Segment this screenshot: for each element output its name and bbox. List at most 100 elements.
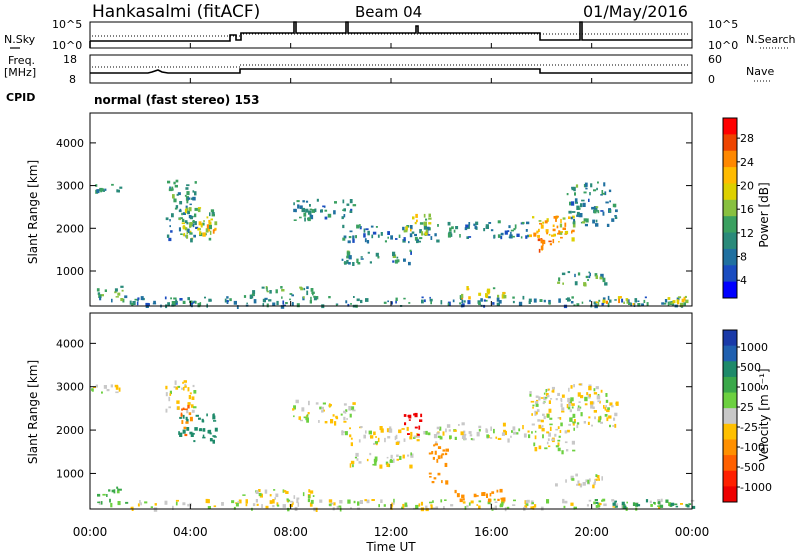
power-data-cell xyxy=(588,198,590,202)
power-data-cell xyxy=(527,234,530,238)
power-data-cell xyxy=(172,194,175,199)
velocity-data-cell xyxy=(600,389,603,393)
power-data-cell xyxy=(574,192,576,196)
velocity-data-cell xyxy=(190,432,194,437)
velocity-data-cell xyxy=(571,403,575,406)
velocity-data-cell xyxy=(252,503,256,507)
velocity-data-cell xyxy=(183,386,185,391)
velocity-data-cell xyxy=(97,501,101,504)
power-data-cell xyxy=(117,189,120,193)
velocity-data-cell xyxy=(605,399,609,403)
velocity-data-cell xyxy=(560,403,563,408)
power-data-cell xyxy=(597,210,600,214)
power-data-cell xyxy=(356,258,359,263)
velocity-data-cell xyxy=(576,483,579,486)
velocity-data-cell xyxy=(285,491,289,494)
power-data-cell xyxy=(646,302,649,307)
velocity-data-cell xyxy=(614,500,617,503)
power-data-cell xyxy=(663,302,667,305)
power-data-cell xyxy=(585,218,589,223)
date-title: 01/May/2016 xyxy=(583,2,688,21)
power-data-cell xyxy=(324,216,328,220)
power-data-cell xyxy=(341,216,344,220)
power-data-cell xyxy=(483,228,486,232)
power-data-cell xyxy=(185,187,189,190)
power-data-cell xyxy=(502,291,506,294)
power-data-cell xyxy=(440,300,443,305)
power-data-cell xyxy=(453,229,456,233)
power-data-cell xyxy=(173,297,177,300)
velocity-data-cell xyxy=(343,420,347,423)
velocity-data-cell xyxy=(530,400,535,403)
power-data-cell xyxy=(608,209,611,213)
power-data-cell xyxy=(473,223,476,226)
power-data-cell xyxy=(178,227,181,232)
velocity-data-cell xyxy=(402,454,405,459)
velocity-colorbar-tick-label: 500 xyxy=(740,361,761,374)
velocity-data-cell xyxy=(293,405,296,410)
velocity-data-cell xyxy=(276,502,279,506)
power-data-cell xyxy=(395,297,398,301)
velocity-data-cell xyxy=(459,498,463,503)
power-data-cell xyxy=(363,233,366,238)
power-data-cell xyxy=(342,224,345,229)
velocity-data-cell xyxy=(440,499,443,503)
velocity-data-cell xyxy=(330,502,334,505)
power-data-cell xyxy=(572,221,576,225)
velocity-data-cell xyxy=(445,480,449,485)
velocity-data-cell xyxy=(189,416,193,422)
velocity-data-cell xyxy=(608,415,612,419)
velocity-data-cell xyxy=(231,500,235,504)
velocity-data-cell xyxy=(191,396,195,400)
power-data-cell xyxy=(621,298,624,303)
velocity-data-cell xyxy=(557,442,560,447)
velocity-data-cell xyxy=(330,419,334,424)
power-data-cell xyxy=(596,187,598,191)
velocity-data-cell xyxy=(599,502,602,506)
power-data-cell xyxy=(589,299,591,302)
power-data-cell xyxy=(186,191,190,196)
velocity-data-cell xyxy=(445,453,448,456)
power-data-cell xyxy=(427,226,430,231)
velocity-data-cell xyxy=(258,492,262,497)
velocity-data-cell xyxy=(593,392,598,395)
power-data-cell xyxy=(367,251,370,254)
power-data-cell xyxy=(348,255,352,260)
velocity-data-cell xyxy=(458,424,460,426)
power-data-cell xyxy=(192,220,195,223)
power-data-cell xyxy=(392,260,395,263)
power-data-cell xyxy=(585,275,588,279)
velocity-data-cell xyxy=(445,428,447,433)
power-data-cell xyxy=(97,292,101,295)
velocity-data-cell xyxy=(535,411,538,415)
velocity-data-cell xyxy=(499,504,502,508)
velocity-data-cell xyxy=(179,416,182,419)
velocity-data-cell xyxy=(450,504,454,507)
power-data-cell xyxy=(214,227,217,231)
power-data-cell xyxy=(198,221,202,226)
velocity-data-cell xyxy=(569,409,572,413)
power-data-cell xyxy=(187,297,190,301)
velocity-data-cell xyxy=(365,430,367,434)
power-data-cell xyxy=(574,198,578,202)
velocity-data-cell xyxy=(437,435,442,438)
velocity-data-cell xyxy=(543,392,546,395)
power-data-cell xyxy=(194,221,197,226)
velocity-data-cell xyxy=(389,459,393,463)
velocity-data-cell xyxy=(670,502,675,506)
velocity-data-cell xyxy=(368,430,372,435)
velocity-data-cell xyxy=(168,406,171,409)
velocity-data-cell xyxy=(578,383,582,386)
velocity-data-cell xyxy=(690,499,695,502)
velocity-data-cell xyxy=(535,403,539,407)
power-data-cell xyxy=(497,294,500,298)
power-data-cell xyxy=(396,256,399,259)
power-data-cell xyxy=(664,299,668,303)
velocity-data-cell xyxy=(117,488,119,492)
power-data-cell xyxy=(119,186,123,189)
power-data-cell xyxy=(324,209,328,212)
velocity-data-cell xyxy=(308,400,310,406)
velocity-data-cell xyxy=(395,441,400,445)
power-data-cell xyxy=(571,187,574,191)
power-data-cell xyxy=(583,283,587,287)
